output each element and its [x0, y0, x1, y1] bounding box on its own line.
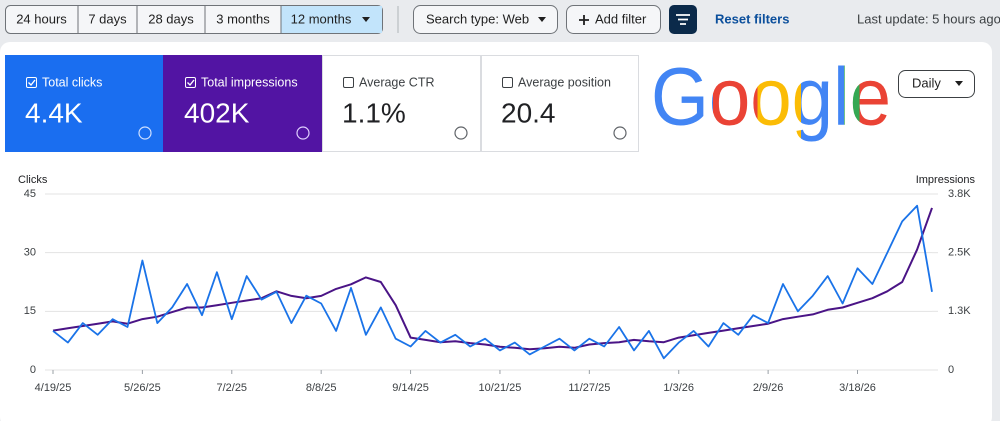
y2-tick-label: 0 [948, 364, 954, 376]
x-tick-label: 8/8/25 [306, 382, 337, 394]
y-tick-label: 45 [24, 188, 36, 200]
filter-icon [676, 14, 690, 25]
metric-card-clicks[interactable] [5, 55, 163, 152]
metric-label: Total clicks [42, 75, 102, 89]
range-button[interactable]: 12 months [291, 11, 352, 26]
interval-dropdown[interactable] [898, 70, 975, 98]
help-icon[interactable] [296, 126, 310, 140]
checkmark [28, 79, 36, 87]
dropdown-arrow [538, 17, 546, 22]
y2-tick-label: 2.5K [948, 247, 971, 259]
metric-label: Total impressions [201, 75, 298, 89]
y2-axis-title: Impressions [916, 174, 976, 186]
google-logo: Google [651, 52, 891, 143]
y-tick-label: 0 [30, 364, 36, 376]
add-filter-label: Add filter [595, 11, 647, 26]
metric-value: 402K [184, 97, 250, 128]
help-icon[interactable] [613, 126, 627, 140]
plus-icon [579, 15, 589, 25]
help-icons [138, 126, 627, 140]
checkbox [185, 77, 196, 88]
checkbox [343, 77, 354, 88]
metric-value: 20.4 [501, 97, 556, 128]
metric-card-ctr[interactable] [322, 55, 481, 152]
x-tick-label: 11/27/25 [568, 382, 610, 394]
range-button[interactable]: 3 months [216, 11, 270, 26]
series-line [52, 204, 933, 360]
interval-label: Daily [912, 75, 941, 90]
add-filter-button[interactable] [566, 5, 661, 34]
y2-tick-label: 1.3K [948, 305, 971, 317]
x-tick-label: 2/9/26 [753, 382, 784, 394]
range-button[interactable]: 28 days [148, 11, 194, 26]
help-icon[interactable] [138, 126, 152, 140]
checkboxes [26, 77, 513, 88]
metric-card-position[interactable] [481, 55, 639, 152]
search-type-button[interactable] [413, 5, 558, 34]
search-type-label: Search type: Web [426, 11, 529, 26]
x-tick-label: 1/3/26 [663, 382, 694, 394]
range-buttons: 24 hours 7 days 28 days 3 months 12 mont… [5, 5, 383, 34]
metric-value: 1.1% [342, 97, 406, 128]
last-update: Last update: 5 hours ago [857, 11, 1000, 26]
reset-filters-link[interactable]: Reset filters [715, 11, 789, 26]
x-tick-label: 10/21/25 [479, 382, 522, 394]
y-tick-label: 30 [24, 247, 36, 259]
range-button[interactable]: 24 hours [16, 11, 67, 26]
chart: Clicks Impressions 0 15 30 45 0 1.3K 2.5K 3.8K 4/1… [18, 174, 976, 394]
metric-value: 4.4K [25, 97, 83, 128]
x-tick-label: 4/19/25 [35, 382, 72, 394]
range-button[interactable]: 7 days [88, 11, 127, 26]
checkbox [502, 77, 513, 88]
dropdown-arrow [362, 17, 370, 22]
x-tick-label: 9/14/25 [392, 382, 429, 394]
y-tick-label: 15 [24, 305, 36, 317]
metric-label: Average CTR [359, 75, 435, 89]
x-tick-label: 3/18/26 [839, 382, 876, 394]
checkbox [26, 77, 37, 88]
x-tick-label: 5/26/25 [124, 382, 161, 394]
y-axis-title: Clicks [18, 174, 48, 186]
dropdown-arrow [955, 81, 963, 86]
metric-card-impressions[interactable] [163, 55, 322, 152]
help-icon[interactable] [454, 126, 468, 140]
y2-tick-label: 3.8K [948, 188, 971, 200]
metric-label: Average position [518, 75, 611, 89]
checkmark [187, 79, 195, 87]
x-tick-label: 7/2/25 [216, 382, 247, 394]
